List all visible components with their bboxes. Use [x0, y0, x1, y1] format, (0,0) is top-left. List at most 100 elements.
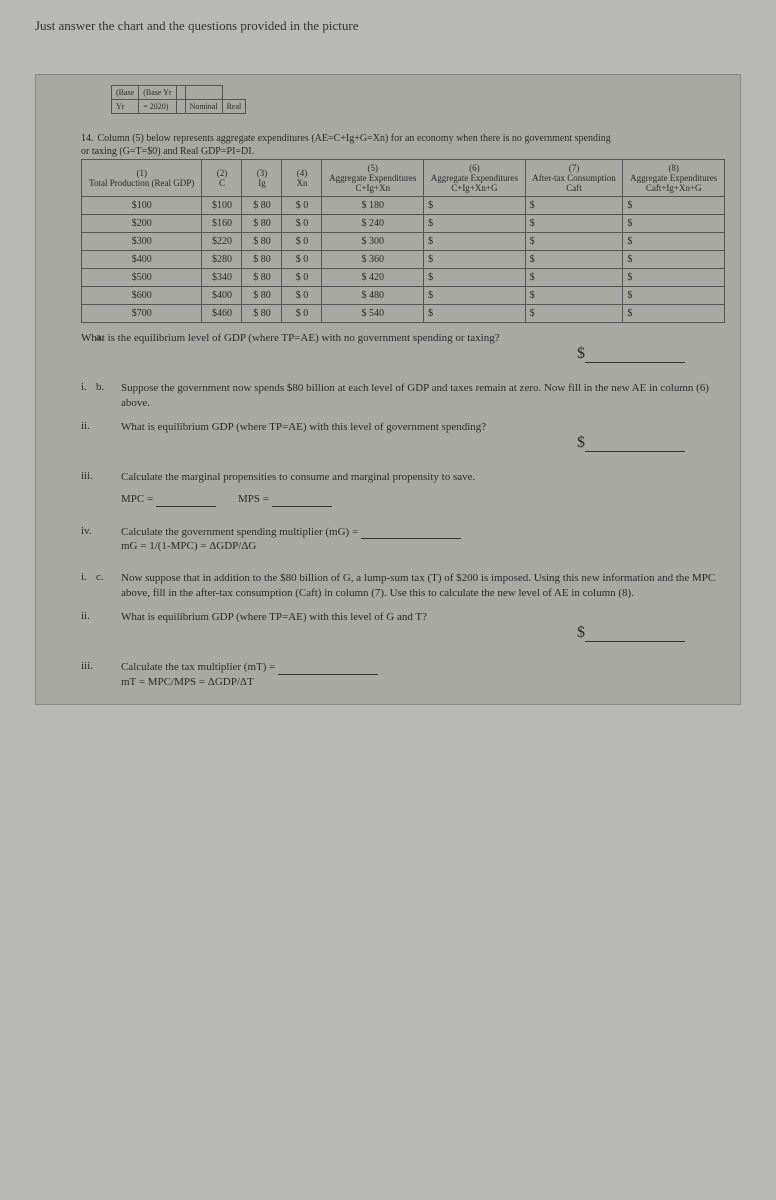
cell-gdp: $500	[82, 269, 202, 287]
blank-cell[interactable]: $	[525, 197, 623, 215]
table-row: $600$400$ 80$ 0$ 480$$$	[82, 287, 725, 305]
formula-c-iii: mT = MPC/MPS = ΔGDP/ΔT	[121, 675, 725, 689]
cell-ae: $ 480	[322, 287, 424, 305]
data-table: (1)Total Production (Real GDP) (2)C (3)I…	[81, 159, 725, 323]
blank-cell[interactable]: $	[525, 287, 623, 305]
cell-xn: $ 0	[282, 251, 322, 269]
mini-r2a: Nominal	[185, 100, 222, 114]
cell-ig: $ 80	[242, 215, 282, 233]
th-2: (2)C	[202, 160, 242, 197]
mini-h2: (Base Yr	[139, 86, 176, 100]
cell-xn: $ 0	[282, 215, 322, 233]
question-c-i: Now suppose that in addition to the $80 …	[121, 571, 725, 600]
label-b-iii: iii.	[81, 470, 111, 482]
mpc-blank[interactable]	[156, 495, 216, 507]
mps-label: MPS =	[238, 493, 269, 505]
blank-cell[interactable]: $	[525, 233, 623, 251]
table-row: $500$340$ 80$ 0$ 420$$$	[82, 269, 725, 287]
cell-ae: $ 240	[322, 215, 424, 233]
blank-cell[interactable]: $	[623, 215, 725, 233]
blank-cell[interactable]: $	[424, 215, 526, 233]
blank-cell[interactable]: $	[623, 305, 725, 323]
th-4: (4)Xn	[282, 160, 322, 197]
cell-gdp: $400	[82, 251, 202, 269]
question-b-iv: Calculate the government spending multip…	[121, 526, 358, 538]
th-8: (8)Aggregate ExpendituresCaft+Ig+Xn+G	[623, 160, 725, 197]
label-a: a.	[96, 331, 104, 343]
mg-blank[interactable]	[361, 527, 461, 539]
answer-blank-b-ii[interactable]: $	[577, 434, 685, 452]
blank-cell[interactable]: $	[525, 305, 623, 323]
cell-ig: $ 80	[242, 305, 282, 323]
cell-c: $280	[202, 251, 242, 269]
worksheet-container: (Base (Base Yr Yr = 2020) Nominal Real 1…	[35, 74, 741, 705]
answer-blank-c-ii[interactable]: $	[577, 624, 685, 642]
th-3: (3)Ig	[242, 160, 282, 197]
cell-xn: $ 0	[282, 287, 322, 305]
cell-gdp: $600	[82, 287, 202, 305]
th-6: (6)Aggregate ExpendituresC+Ig+Xn+G	[424, 160, 526, 197]
cell-gdp: $700	[82, 305, 202, 323]
caption-line2: or taxing (G=T=$0) and Real GDP=PI=DI.	[81, 146, 725, 157]
cell-ig: $ 80	[242, 287, 282, 305]
cell-xn: $ 0	[282, 197, 322, 215]
cell-ae: $ 180	[322, 197, 424, 215]
question-c-ii: What is equilibrium GDP (where TP=AE) wi…	[121, 610, 725, 624]
blank-cell[interactable]: $	[623, 233, 725, 251]
cell-ig: $ 80	[242, 197, 282, 215]
label-c: c.	[96, 571, 104, 583]
th-5: (5)Aggregate ExpendituresC+Ig+Xn	[322, 160, 424, 197]
cell-c: $400	[202, 287, 242, 305]
answer-blank-a[interactable]: $	[577, 345, 685, 363]
cell-ae: $ 360	[322, 251, 424, 269]
table-body: $100$100$ 80$ 0$ 180$$$$200$160$ 80$ 0$ …	[82, 197, 725, 323]
cell-xn: $ 0	[282, 269, 322, 287]
label-c-iii: iii.	[81, 660, 111, 672]
cell-xn: $ 0	[282, 305, 322, 323]
blank-cell[interactable]: $	[623, 287, 725, 305]
cell-ae: $ 420	[322, 269, 424, 287]
intro-text: Just answer the chart and the questions …	[35, 18, 741, 34]
table-row: $200$160$ 80$ 0$ 240$$$	[82, 215, 725, 233]
mini-r1a: Yr	[112, 100, 139, 114]
caption-block: 14. Column (5) below represents aggregat…	[81, 128, 725, 157]
blank-cell[interactable]: $	[623, 269, 725, 287]
top-mini-table: (Base (Base Yr Yr = 2020) Nominal Real	[111, 85, 725, 114]
question-b-iii: Calculate the marginal propensities to c…	[121, 470, 725, 484]
cell-gdp: $300	[82, 233, 202, 251]
cell-gdp: $100	[82, 197, 202, 215]
cell-c: $460	[202, 305, 242, 323]
cell-ig: $ 80	[242, 251, 282, 269]
cell-ae: $ 300	[322, 233, 424, 251]
th-1: (1)Total Production (Real GDP)	[82, 160, 202, 197]
cell-c: $160	[202, 215, 242, 233]
question-c-iii: Calculate the tax multiplier (mT) =	[121, 661, 275, 673]
th-7: (7)After-tax ConsumptionCaft	[525, 160, 623, 197]
blank-cell[interactable]: $	[424, 251, 526, 269]
label-c-ii: ii.	[81, 610, 111, 622]
blank-cell[interactable]: $	[424, 305, 526, 323]
question-b-i: Suppose the government now spends $80 bi…	[121, 381, 725, 410]
mini-h1: (Base	[112, 86, 139, 100]
mps-blank[interactable]	[272, 495, 332, 507]
blank-cell[interactable]: $	[424, 197, 526, 215]
label-b-ii: ii.	[81, 420, 111, 432]
label-b: b.	[96, 381, 104, 393]
cell-ae: $ 540	[322, 305, 424, 323]
blank-cell[interactable]: $	[525, 251, 623, 269]
caption-line1: Column (5) below represents aggregate ex…	[98, 133, 611, 144]
mt-blank[interactable]	[278, 663, 378, 675]
blank-cell[interactable]: $	[623, 251, 725, 269]
blank-cell[interactable]: $	[525, 269, 623, 287]
mpc-label: MPC =	[121, 493, 153, 505]
formula-b-iv: mG = 1/(1-MPC) = ΔGDP/ΔG	[121, 539, 725, 553]
blank-cell[interactable]: $	[525, 215, 623, 233]
blank-cell[interactable]: $	[623, 197, 725, 215]
blank-cell[interactable]: $	[424, 233, 526, 251]
blank-cell[interactable]: $	[424, 287, 526, 305]
cell-ig: $ 80	[242, 269, 282, 287]
label-b-iv: iv.	[81, 525, 111, 537]
cell-c: $100	[202, 197, 242, 215]
blank-cell[interactable]: $	[424, 269, 526, 287]
table-row: $100$100$ 80$ 0$ 180$$$	[82, 197, 725, 215]
